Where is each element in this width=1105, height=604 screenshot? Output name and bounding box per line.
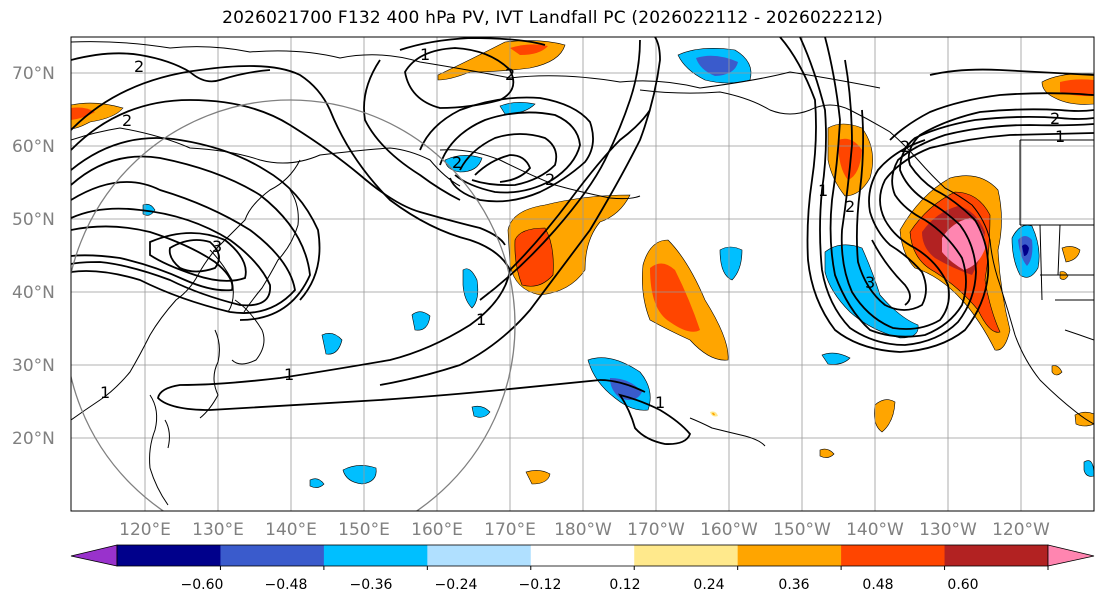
contour-label: 1 bbox=[284, 365, 294, 384]
colorbar-cell bbox=[427, 545, 532, 566]
colorbar-cell bbox=[737, 545, 842, 566]
contour-labels: 2 2 1 2 2 2 3 1 1 1 1 1 2 3 2 1 2 bbox=[100, 45, 1065, 412]
contour-label: 2 bbox=[1050, 109, 1060, 128]
colorbar-tick-label: 0.60 bbox=[947, 577, 978, 593]
lon-label: 150°E bbox=[338, 520, 390, 540]
radius-circle bbox=[71, 99, 516, 511]
colorbar-cell bbox=[841, 545, 946, 566]
contour-label: 3 bbox=[212, 237, 222, 256]
contour-label: 1 bbox=[476, 310, 486, 329]
colorbar-tick-label: 0.12 bbox=[609, 577, 640, 593]
contour-label: 2 bbox=[122, 111, 132, 130]
lon-label: 140°E bbox=[265, 520, 317, 540]
colorbar-tick-label: −0.36 bbox=[350, 577, 393, 593]
map-frame bbox=[70, 36, 1095, 512]
contour-label: 2 bbox=[845, 197, 855, 216]
colorbar-tick-label: −0.48 bbox=[265, 577, 308, 593]
lon-label: 170°E bbox=[484, 520, 536, 540]
lon-label: 120°W bbox=[992, 520, 1050, 540]
colorbar-cell bbox=[220, 545, 325, 566]
lon-label: 160°E bbox=[411, 520, 463, 540]
map-title: 2026021700 F132 400 hPa PV, IVT Landfall… bbox=[222, 8, 883, 28]
colorbar-tick-label: 0.48 bbox=[862, 577, 893, 593]
contour-label: 2 bbox=[134, 57, 144, 76]
colorbar-cell bbox=[323, 545, 428, 566]
longitude-labels: 120°E 130°E 140°E 150°E 160°E 170°E 180°… bbox=[119, 520, 1050, 540]
graticule bbox=[71, 37, 1094, 511]
colorbar-tick-label: 0.36 bbox=[778, 577, 809, 593]
contour-label: 1 bbox=[420, 45, 430, 64]
contour-label: 1 bbox=[818, 181, 828, 200]
contour-label: 2 bbox=[452, 153, 462, 172]
colorbar-cell bbox=[530, 545, 635, 566]
colorbar-cell bbox=[117, 545, 221, 566]
contour-label: 1 bbox=[1055, 127, 1065, 146]
lat-label: 20°N bbox=[12, 429, 55, 449]
latitude-labels: 70°N 60°N 50°N 40°N 30°N 20°N bbox=[12, 64, 55, 449]
colorbar-tick-label: 0.24 bbox=[693, 577, 724, 593]
colorbar-tick-label: −0.12 bbox=[519, 577, 562, 593]
colorbar-cell bbox=[944, 545, 1049, 566]
contour-label: 3 bbox=[865, 273, 875, 292]
contour-label: 1 bbox=[100, 383, 110, 402]
lon-label: 160°W bbox=[700, 520, 758, 540]
lat-label: 70°N bbox=[12, 64, 55, 84]
lon-label: 130°W bbox=[919, 520, 977, 540]
colorbar-tick-label: −0.24 bbox=[435, 577, 478, 593]
colorbar-extend-low bbox=[70, 544, 118, 567]
contour-label: 2 bbox=[505, 65, 515, 84]
colorbar-extend-high bbox=[1047, 544, 1095, 567]
lon-label: 150°W bbox=[773, 520, 831, 540]
contour-label: 2 bbox=[545, 170, 555, 189]
pv-contours bbox=[71, 37, 1094, 445]
lon-label: 170°W bbox=[627, 520, 685, 540]
colorbar-cell bbox=[634, 545, 739, 566]
lat-label: 40°N bbox=[12, 283, 55, 303]
lon-label: 130°E bbox=[192, 520, 244, 540]
lat-label: 50°N bbox=[12, 210, 55, 230]
lat-label: 60°N bbox=[12, 137, 55, 157]
contour-label: 2 bbox=[900, 137, 910, 156]
colorbar-tick-label: −0.60 bbox=[181, 577, 224, 593]
lon-label: 140°W bbox=[846, 520, 904, 540]
lon-label: 180°W bbox=[554, 520, 612, 540]
lat-label: 30°N bbox=[12, 356, 55, 376]
lon-label: 120°E bbox=[119, 520, 171, 540]
contour-label: 1 bbox=[655, 393, 665, 412]
colorbar: −0.60 −0.48 −0.36 −0.24 −0.12 0.12 0.24 … bbox=[70, 544, 1095, 593]
